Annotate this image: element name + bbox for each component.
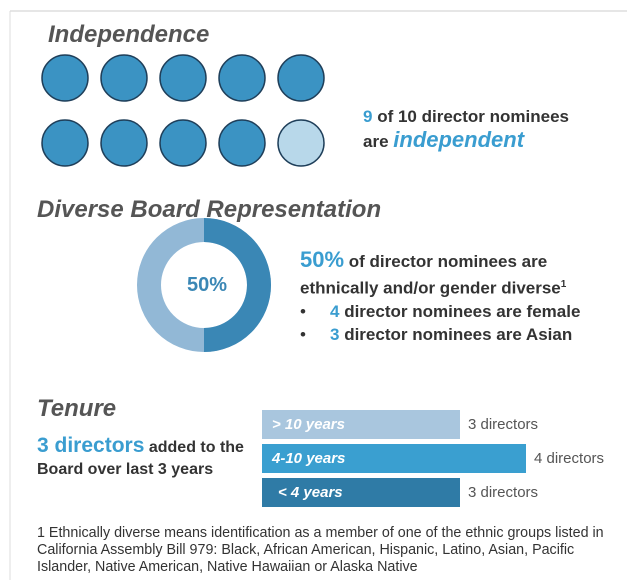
bar-label: > 10 years [272, 416, 345, 433]
tenure-bar [262, 444, 526, 473]
text: of 10 director nominees [377, 107, 569, 126]
donut-segment [204, 218, 271, 352]
bullet: • [300, 301, 306, 321]
headline: 3 directors [37, 434, 145, 457]
bullet-item: • 3 director nominees are Asian [300, 323, 580, 346]
section-title: Tenure [37, 395, 117, 422]
nominee-dot [277, 119, 325, 167]
emphasis: independent [393, 127, 525, 152]
count: 4 [330, 301, 340, 321]
bullet: • [300, 324, 306, 344]
nominee-dot [159, 54, 207, 102]
bar-label: < 4 years [278, 484, 343, 501]
nominee-dot [218, 54, 266, 102]
bullet-item: • 4 director nominees are female [300, 300, 580, 323]
footnote: 1 Ethnically diverse means identificatio… [37, 525, 604, 575]
diversity-text: 50% of director nominees are ethnically … [300, 248, 580, 346]
tenure-text: 3 directors added to the Board over last… [37, 435, 262, 481]
text: are [363, 132, 389, 151]
tenure-bar [262, 478, 460, 507]
bar-value-label: 3 directors [468, 484, 539, 501]
count: 9 [363, 107, 373, 126]
nominee-dot [159, 119, 207, 167]
text: added to the Board over last 3 years [37, 439, 244, 478]
section-title: Independence [48, 21, 210, 48]
nominee-dot [100, 119, 148, 167]
independence-text: 9 of 10 director nominees are independen… [363, 107, 569, 153]
footnote-mark: 1 [560, 279, 567, 290]
nominee-dot [41, 54, 89, 102]
nominee-dot [218, 119, 266, 167]
count: 3 [330, 324, 340, 344]
donut-label: 50% [187, 274, 228, 296]
text: director nominees are female [344, 301, 581, 321]
section-title: Diverse Board Representation [37, 196, 382, 223]
tenure-bar [262, 410, 460, 439]
nominee-dot [100, 54, 148, 102]
nominee-dot [41, 119, 89, 167]
bullets: • 4 director nominees are female • 3 direct… [300, 300, 580, 346]
text: ethnically and/or gender diverse [300, 278, 561, 298]
bar-value-label: 4 directors [534, 450, 605, 467]
text: of director nominees are [348, 252, 548, 271]
nominee-dot [277, 54, 325, 102]
pct: 50% [300, 247, 345, 272]
text: director nominees are Asian [344, 324, 573, 344]
bar-value-label: 3 directors [468, 416, 539, 433]
bar-label: 4-10 years [272, 450, 346, 467]
